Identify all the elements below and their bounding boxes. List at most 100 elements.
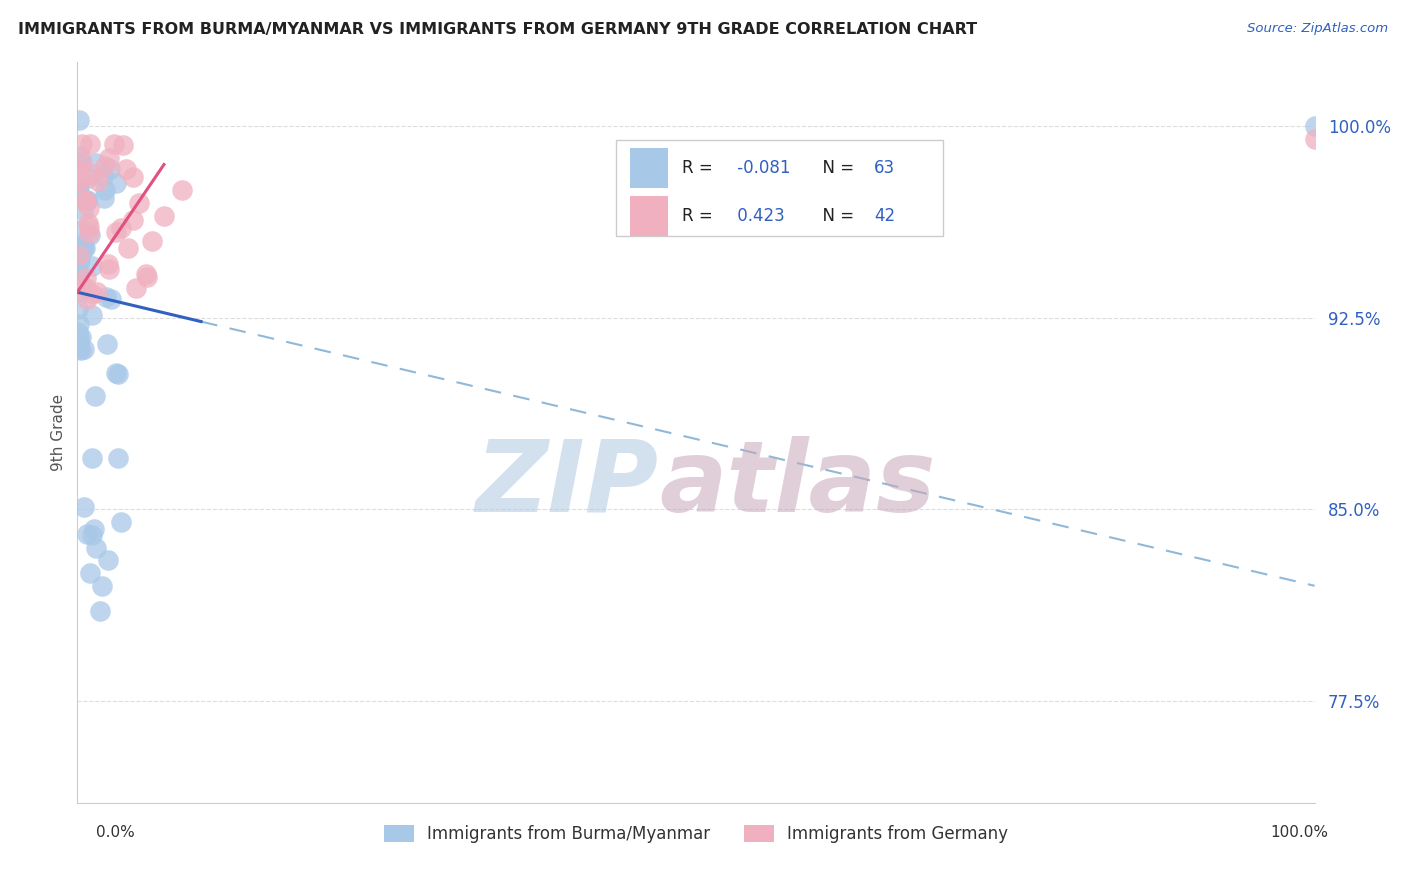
Point <box>70 223 93 237</box>
Point <box>110 515 132 529</box>
Text: 42: 42 <box>875 207 896 225</box>
Point <box>67 268 90 283</box>
Point <box>80 450 103 465</box>
Y-axis label: 9th Grade: 9th Grade <box>51 394 66 471</box>
Point <box>111 137 134 152</box>
Point <box>105 367 128 381</box>
Point <box>98 161 121 176</box>
Text: 0.0%: 0.0% <box>96 825 135 840</box>
Point <box>135 268 157 282</box>
Point <box>70 246 93 260</box>
Point <box>73 500 96 515</box>
Point <box>75 271 97 285</box>
FancyBboxPatch shape <box>616 140 943 236</box>
Point <box>69 284 91 298</box>
Text: R =: R = <box>682 159 718 177</box>
Point <box>77 219 100 234</box>
Text: ZIP: ZIP <box>475 436 659 533</box>
Point <box>1303 132 1326 146</box>
Point <box>77 201 100 215</box>
Point <box>84 541 107 555</box>
Point <box>79 227 101 242</box>
Point <box>73 194 96 209</box>
Point <box>93 191 115 205</box>
Point <box>66 180 89 194</box>
Point <box>110 221 132 235</box>
Point <box>72 342 94 356</box>
Point <box>79 137 101 152</box>
Point <box>67 166 90 180</box>
Point <box>73 241 96 255</box>
Point <box>67 183 90 197</box>
Point <box>67 264 90 278</box>
Point <box>70 239 93 253</box>
Point <box>1303 120 1326 134</box>
Point <box>105 176 128 190</box>
Point <box>69 172 91 186</box>
Point <box>121 213 143 227</box>
Point <box>72 154 94 169</box>
Point <box>107 450 129 465</box>
Text: -0.081: -0.081 <box>733 159 790 177</box>
Point <box>69 277 91 292</box>
Point <box>91 169 114 184</box>
Point <box>79 566 101 580</box>
Point <box>107 367 129 381</box>
Point <box>153 209 176 223</box>
Point <box>66 251 89 265</box>
Point <box>172 183 194 197</box>
Point <box>67 248 90 262</box>
Point <box>75 241 97 255</box>
Point <box>98 261 121 276</box>
Point <box>84 156 107 170</box>
FancyBboxPatch shape <box>630 195 668 236</box>
Text: atlas: atlas <box>659 436 935 533</box>
Point <box>67 112 90 127</box>
Point <box>67 174 90 188</box>
Point <box>91 579 114 593</box>
Point <box>75 281 97 295</box>
Point <box>94 290 117 304</box>
Legend: Immigrants from Burma/Myanmar, Immigrants from Germany: Immigrants from Burma/Myanmar, Immigrant… <box>377 819 1015 850</box>
Point <box>67 171 90 186</box>
Point <box>76 193 98 207</box>
Point <box>72 202 94 217</box>
Point <box>67 251 90 265</box>
Point <box>67 330 90 344</box>
Text: Source: ZipAtlas.com: Source: ZipAtlas.com <box>1247 22 1388 36</box>
Point <box>70 136 93 151</box>
Point <box>66 326 89 340</box>
Point <box>105 225 128 239</box>
Point <box>83 522 105 536</box>
Point <box>77 216 100 230</box>
Text: IMMIGRANTS FROM BURMA/MYANMAR VS IMMIGRANTS FROM GERMANY 9TH GRADE CORRELATION C: IMMIGRANTS FROM BURMA/MYANMAR VS IMMIGRA… <box>18 22 977 37</box>
Point <box>83 389 105 403</box>
Point <box>77 170 100 185</box>
Point <box>77 226 100 240</box>
Point <box>69 254 91 268</box>
Point <box>89 604 111 618</box>
Point <box>86 285 108 299</box>
Point <box>69 157 91 171</box>
Point <box>67 335 90 350</box>
Point <box>114 161 136 176</box>
Point <box>80 287 103 301</box>
Text: N =: N = <box>813 207 859 225</box>
Point <box>76 292 98 306</box>
Point <box>70 343 93 358</box>
Point <box>67 317 90 331</box>
Point <box>135 270 157 285</box>
Point <box>67 247 90 261</box>
Point <box>97 257 120 271</box>
Point <box>128 195 150 210</box>
Point <box>80 167 103 181</box>
Point <box>82 527 104 541</box>
Point <box>67 237 90 252</box>
Point <box>122 170 145 185</box>
Point <box>124 281 146 295</box>
Text: 100.0%: 100.0% <box>1271 825 1329 840</box>
Point <box>80 308 103 322</box>
Point <box>66 183 89 197</box>
Text: R =: R = <box>682 207 718 225</box>
Text: 63: 63 <box>875 159 896 177</box>
